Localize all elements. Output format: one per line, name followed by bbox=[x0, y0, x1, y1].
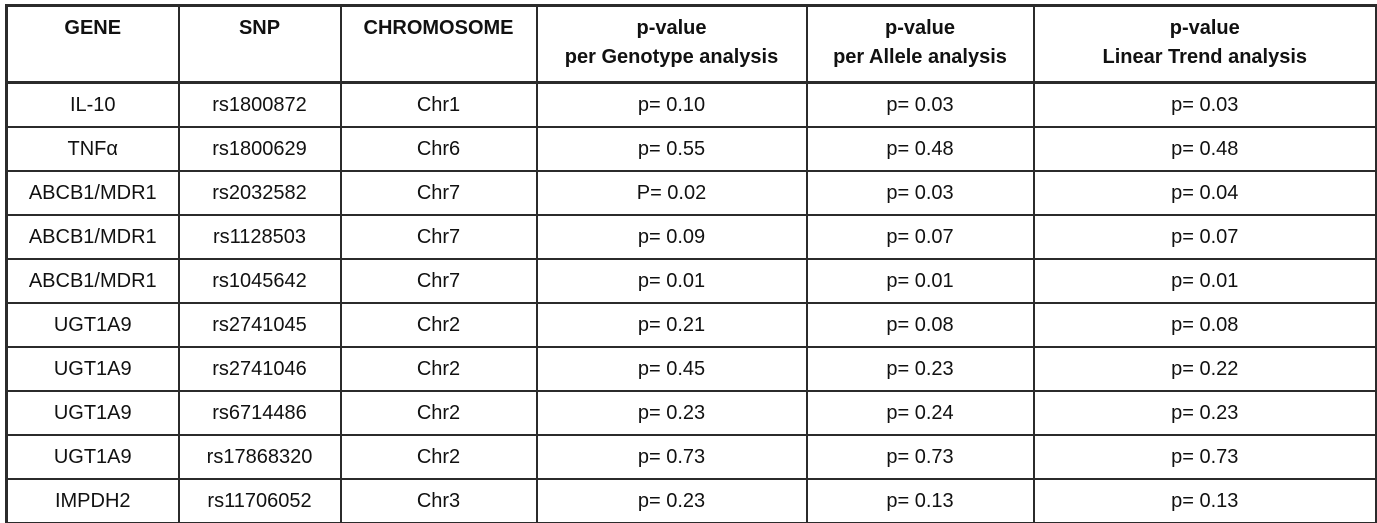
header-row: GENE SNP CHROMOSOME p-value per Genotype… bbox=[5, 4, 1377, 84]
snp-cell: rs2741045 bbox=[177, 302, 342, 348]
p-trend-cell: p= 0.04 bbox=[1032, 170, 1377, 216]
p-genotype-cell: P= 0.02 bbox=[535, 170, 808, 216]
header-label: GENE bbox=[64, 17, 122, 39]
header-label-line1: p-value bbox=[884, 17, 956, 39]
gene-cell: ABCB1/MDR1 bbox=[5, 170, 180, 216]
chromosome-cell: Chr3 bbox=[339, 478, 538, 523]
snp-cell: rs1800872 bbox=[177, 81, 342, 128]
table-row: ABCB1/MDR1 rs1128503 Chr7 p= 0.09 p= 0.0… bbox=[5, 214, 1377, 260]
chromosome-cell: Chr7 bbox=[339, 214, 538, 260]
chromosome-cell: Chr7 bbox=[339, 258, 538, 304]
table-row: IMPDH2 rs11706052 Chr3 p= 0.23 p= 0.13 p… bbox=[5, 478, 1377, 523]
p-allele-cell: p= 0.03 bbox=[805, 81, 1035, 128]
gene-cell: UGT1A9 bbox=[5, 390, 180, 436]
header-label: CHROMOSOME bbox=[363, 17, 514, 39]
header-label-line2: per Genotype analysis bbox=[564, 46, 779, 68]
snp-cell: rs17868320 bbox=[177, 434, 342, 480]
p-trend-cell: p= 0.22 bbox=[1032, 346, 1377, 392]
p-allele-cell: p= 0.13 bbox=[805, 478, 1035, 523]
table-row: UGT1A9 rs2741046 Chr2 p= 0.45 p= 0.23 p=… bbox=[5, 346, 1377, 392]
column-header-snp: SNP bbox=[177, 4, 342, 84]
chromosome-cell: Chr7 bbox=[339, 170, 538, 216]
p-genotype-cell: p= 0.55 bbox=[535, 126, 808, 172]
table-row: ABCB1/MDR1 rs2032582 Chr7 P= 0.02 p= 0.0… bbox=[5, 170, 1377, 216]
column-header-pvalue-genotype: p-value per Genotype analysis bbox=[535, 4, 808, 84]
p-genotype-cell: p= 0.09 bbox=[535, 214, 808, 260]
p-allele-cell: p= 0.73 bbox=[805, 434, 1035, 480]
header-label-line1: p-value bbox=[1169, 17, 1240, 39]
table-row: IL-10 rs1800872 Chr1 p= 0.10 p= 0.03 p= … bbox=[5, 81, 1377, 128]
p-allele-cell: p= 0.23 bbox=[805, 346, 1035, 392]
gene-cell: UGT1A9 bbox=[5, 346, 180, 392]
header-label-line1: p-value bbox=[636, 17, 707, 39]
snp-cell: rs2741046 bbox=[177, 346, 342, 392]
p-genotype-cell: p= 0.01 bbox=[535, 258, 808, 304]
p-trend-cell: p= 0.01 bbox=[1032, 258, 1377, 304]
table-row: TNFα rs1800629 Chr6 p= 0.55 p= 0.48 p= 0… bbox=[5, 126, 1377, 172]
p-genotype-cell: p= 0.45 bbox=[535, 346, 808, 392]
p-trend-cell: p= 0.73 bbox=[1032, 434, 1377, 480]
snp-cell: rs2032582 bbox=[177, 170, 342, 216]
p-allele-cell: p= 0.48 bbox=[805, 126, 1035, 172]
chromosome-cell: Chr2 bbox=[339, 390, 538, 436]
table-row: UGT1A9 rs2741045 Chr2 p= 0.21 p= 0.08 p=… bbox=[5, 302, 1377, 348]
snp-cell: rs1800629 bbox=[177, 126, 342, 172]
snp-cell: rs1128503 bbox=[177, 214, 342, 260]
gene-cell: ABCB1/MDR1 bbox=[5, 214, 180, 260]
gene-cell: UGT1A9 bbox=[5, 434, 180, 480]
header-label: SNP bbox=[238, 17, 281, 39]
p-allele-cell: p= 0.08 bbox=[805, 302, 1035, 348]
snp-cell: rs1045642 bbox=[177, 258, 342, 304]
p-trend-cell: p= 0.23 bbox=[1032, 390, 1377, 436]
table-row: ABCB1/MDR1 rs1045642 Chr7 p= 0.01 p= 0.0… bbox=[5, 258, 1377, 304]
column-header-pvalue-linear-trend: p-value Linear Trend analysis bbox=[1032, 4, 1377, 84]
column-header-pvalue-allele: p-value per Allele analysis bbox=[805, 4, 1035, 84]
chromosome-cell: Chr6 bbox=[339, 126, 538, 172]
p-trend-cell: p= 0.07 bbox=[1032, 214, 1377, 260]
chromosome-cell: Chr2 bbox=[339, 346, 538, 392]
chromosome-cell: Chr2 bbox=[339, 434, 538, 480]
p-trend-cell: p= 0.48 bbox=[1032, 126, 1377, 172]
p-allele-cell: p= 0.03 bbox=[805, 170, 1035, 216]
gene-cell: IMPDH2 bbox=[5, 478, 180, 523]
p-allele-cell: p= 0.24 bbox=[805, 390, 1035, 436]
p-trend-cell: p= 0.08 bbox=[1032, 302, 1377, 348]
p-genotype-cell: p= 0.21 bbox=[535, 302, 808, 348]
p-genotype-cell: p= 0.23 bbox=[535, 478, 808, 523]
column-header-gene: GENE bbox=[5, 4, 180, 84]
snp-cell: rs6714486 bbox=[177, 390, 342, 436]
p-genotype-cell: p= 0.10 bbox=[535, 81, 808, 128]
chromosome-cell: Chr2 bbox=[339, 302, 538, 348]
p-trend-cell: p= 0.03 bbox=[1032, 81, 1377, 128]
header-label-line2: Linear Trend analysis bbox=[1102, 46, 1308, 68]
chromosome-cell: Chr1 bbox=[339, 81, 538, 128]
snp-pvalue-results-table: GENE SNP CHROMOSOME p-value per Genotype… bbox=[5, 4, 1377, 523]
gene-cell: TNFα bbox=[5, 126, 180, 172]
table-row: UGT1A9 rs6714486 Chr2 p= 0.23 p= 0.24 p=… bbox=[5, 390, 1377, 436]
p-allele-cell: p= 0.01 bbox=[805, 258, 1035, 304]
p-genotype-cell: p= 0.73 bbox=[535, 434, 808, 480]
p-genotype-cell: p= 0.23 bbox=[535, 390, 808, 436]
p-allele-cell: p= 0.07 bbox=[805, 214, 1035, 260]
header-label-line2: per Allele analysis bbox=[833, 46, 1007, 68]
gene-cell: UGT1A9 bbox=[5, 302, 180, 348]
p-trend-cell: p= 0.13 bbox=[1032, 478, 1377, 523]
gene-cell: ABCB1/MDR1 bbox=[5, 258, 180, 304]
snp-cell: rs11706052 bbox=[177, 478, 342, 523]
gene-cell: IL-10 bbox=[5, 81, 180, 128]
table-row: UGT1A9 rs17868320 Chr2 p= 0.73 p= 0.73 p… bbox=[5, 434, 1377, 480]
column-header-chromosome: CHROMOSOME bbox=[339, 4, 538, 84]
